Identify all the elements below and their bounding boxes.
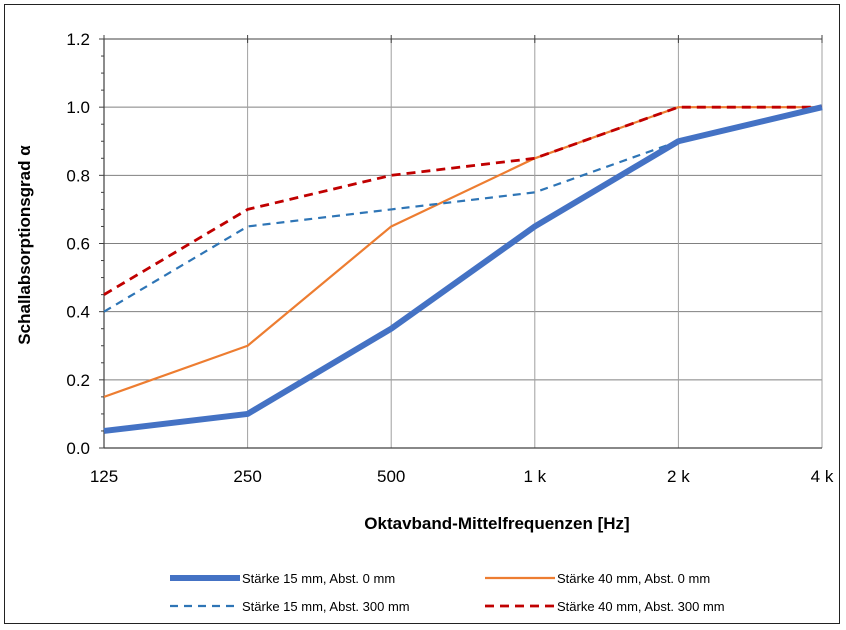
series-line-4: [103, 105, 822, 296]
x-tick-label: 250: [233, 467, 261, 486]
y-tick-label: 0.4: [66, 303, 90, 322]
x-tick-labels: 125 250 500 1 k 2 k 4 k: [90, 467, 834, 486]
legend-label-4: Stärke 40 mm, Abst. 300 mm: [557, 599, 725, 614]
y-tick-label: 1.0: [66, 98, 90, 117]
x-tick-label: 125: [90, 467, 118, 486]
series-layer: [103, 104, 823, 434]
y-axis-title: Schallabsorptionsgrad α: [15, 145, 34, 345]
legend-label-3: Stärke 15 mm, Abst. 300 mm: [242, 599, 410, 614]
y-tick-label: 0.2: [66, 371, 90, 390]
axes: [99, 35, 823, 449]
x-tick-label: 500: [377, 467, 405, 486]
y-tick-label: 0.0: [66, 439, 90, 458]
y-tick-label: 1.2: [66, 30, 90, 49]
series-line-1: [103, 104, 823, 434]
x-tick-label: 1 k: [523, 467, 546, 486]
x-axis-title: Oktavband-Mittelfrequenzen [Hz]: [364, 514, 629, 533]
y-tick-labels: 0.0 0.2 0.4 0.6 0.8 1.0 1.2: [66, 30, 90, 458]
grid: [104, 38, 823, 448]
x-tick-label: 4 k: [811, 467, 834, 486]
legend-label-2: Stärke 40 mm, Abst. 0 mm: [557, 571, 710, 586]
series-line-2: [103, 106, 822, 398]
legend-label-1: Stärke 15 mm, Abst. 0 mm: [242, 571, 395, 586]
legend: Stärke 15 mm, Abst. 0 mm Stärke 40 mm, Ab…: [170, 571, 725, 614]
x-tick-label: 2 k: [667, 467, 690, 486]
y-tick-label: 0.6: [66, 235, 90, 254]
y-tick-label: 0.8: [66, 166, 90, 185]
